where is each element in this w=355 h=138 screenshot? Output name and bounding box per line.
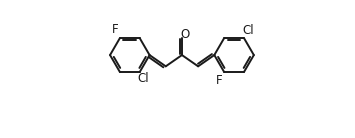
- Text: O: O: [180, 28, 190, 41]
- Text: Cl: Cl: [243, 24, 255, 37]
- Text: F: F: [216, 74, 223, 87]
- Text: F: F: [111, 23, 118, 36]
- Text: Cl: Cl: [138, 72, 149, 85]
